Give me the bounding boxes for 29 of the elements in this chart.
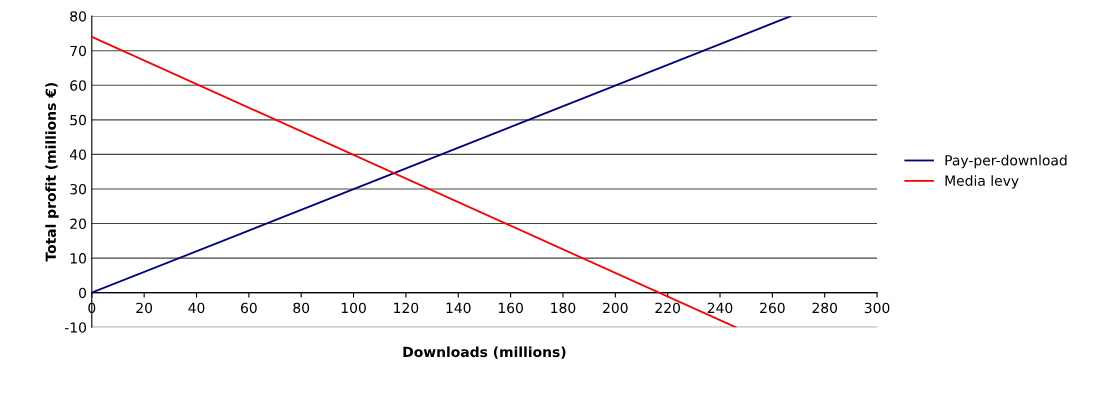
x-tick-label: 240	[707, 302, 733, 314]
x-tick-label: 220	[655, 302, 680, 314]
x-tick-label: 20	[136, 302, 153, 314]
y-tick-label: 60	[70, 80, 87, 91]
y-tick-label: 80	[70, 11, 87, 22]
x-axis-title: Downloads (millions)	[403, 346, 566, 359]
x-tick-label: 140	[446, 302, 471, 314]
y-axis-title: Total profit (millions €)	[45, 82, 59, 262]
y-tick-label: 0	[79, 287, 87, 299]
x-tick-label: 60	[240, 302, 257, 314]
y-tick-label: 70	[70, 45, 87, 57]
x-tick-label: 180	[551, 302, 576, 314]
x-tick-label: 100	[341, 302, 366, 314]
y-tick-label: 40	[69, 149, 87, 160]
y-tick-label: 30	[70, 183, 87, 195]
y-tick-label: 20	[70, 218, 87, 230]
x-tick-label: 300	[864, 302, 890, 314]
legend-label: Media levy	[945, 175, 1019, 189]
y-tick-label: 50	[70, 114, 87, 126]
x-tick-label: 280	[812, 302, 838, 314]
legend-label: Pay-per-download	[945, 154, 1067, 169]
x-tick-label: 120	[394, 302, 419, 314]
x-tick-label: 40	[188, 302, 205, 314]
y-tick-label: 10	[70, 253, 87, 264]
x-tick-label: 80	[293, 302, 310, 314]
x-tick-label: 200	[603, 302, 628, 314]
x-tick-label: 160	[498, 302, 523, 314]
x-tick-label: 260	[760, 302, 785, 314]
y-tick-label: -10	[64, 322, 87, 333]
